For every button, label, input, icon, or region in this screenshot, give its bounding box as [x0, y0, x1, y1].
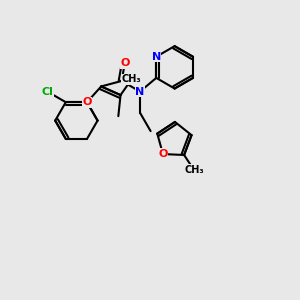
Text: O: O: [120, 58, 130, 68]
Text: Cl: Cl: [41, 87, 53, 97]
Text: CH₃: CH₃: [122, 74, 141, 84]
Text: O: O: [82, 97, 92, 107]
Text: N: N: [152, 52, 161, 62]
Text: O: O: [158, 149, 168, 159]
Text: N: N: [135, 87, 145, 97]
Text: CH₃: CH₃: [184, 165, 204, 175]
